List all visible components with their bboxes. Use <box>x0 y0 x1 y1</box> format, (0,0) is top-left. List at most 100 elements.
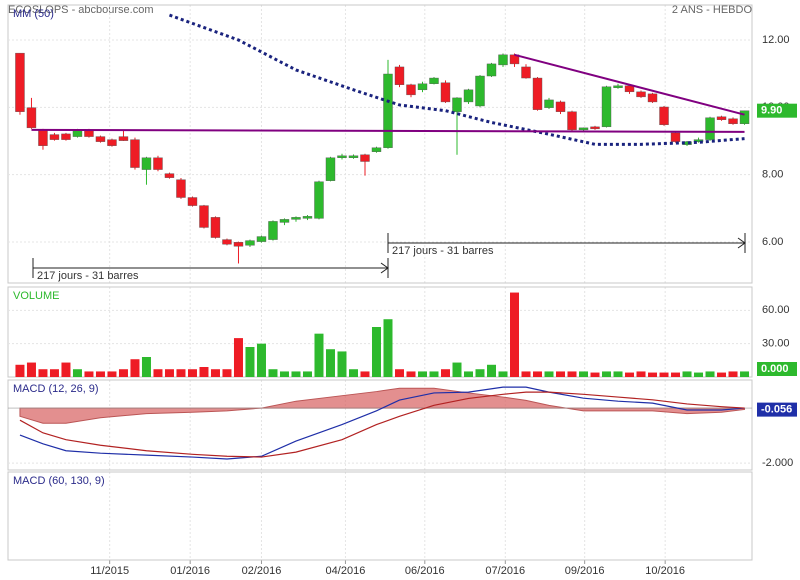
volume-bar <box>38 369 48 377</box>
volume-bar <box>648 372 658 377</box>
annotation-arrow <box>380 262 389 274</box>
candle-body <box>371 147 382 152</box>
volume-bar <box>84 371 94 377</box>
volume-bar <box>625 372 635 377</box>
volume-bar <box>613 371 623 377</box>
volume-bar <box>210 369 220 377</box>
candle-body <box>463 89 474 103</box>
panel-title: MACD (12, 26, 9) <box>13 383 99 395</box>
candle-body <box>15 52 25 112</box>
y-tick-label: 6.00 <box>762 236 783 248</box>
volume-bar <box>510 292 520 377</box>
candle-body <box>268 221 278 240</box>
candle-body <box>210 217 221 238</box>
x-tick-label: 10/2016 <box>645 565 685 577</box>
volume-bar <box>417 371 427 377</box>
volume-bar <box>360 371 370 377</box>
value-tag-label: 0.000 <box>761 363 789 375</box>
volume-bar <box>130 359 140 377</box>
volume-bar <box>153 369 163 377</box>
candle-body <box>544 99 554 108</box>
volume-bar <box>199 367 209 377</box>
candle-body <box>739 110 750 125</box>
volume-bar <box>348 369 358 377</box>
candle-body <box>532 77 543 110</box>
y-tick-label: -2.000 <box>762 457 793 469</box>
volume-bar <box>141 357 151 377</box>
candle-body <box>705 117 715 140</box>
volume-bar <box>694 372 704 377</box>
candle-body <box>302 216 313 219</box>
candle-body <box>314 181 324 219</box>
volume-bar <box>72 369 82 377</box>
volume-bar <box>452 362 462 377</box>
volume-bar <box>394 369 404 377</box>
volume-bar <box>26 362 36 377</box>
volume-bar <box>256 343 266 377</box>
volume-bar <box>61 362 71 377</box>
candle-body <box>521 66 531 79</box>
volume-bar <box>406 371 416 377</box>
x-tick-label: 06/2016 <box>405 565 445 577</box>
candle-body <box>693 139 704 142</box>
volume-bar <box>291 371 301 377</box>
candle-body <box>417 83 428 91</box>
candle-body <box>486 63 497 77</box>
volume-bar <box>544 371 554 377</box>
candle-body <box>233 242 244 247</box>
candle-body <box>291 217 301 220</box>
panel-title: VOLUME <box>13 290 59 302</box>
candle-body <box>601 86 612 128</box>
macd-histogram <box>19 387 746 424</box>
volume-bar <box>268 369 278 377</box>
volume-bar <box>118 369 128 377</box>
value-tag-label: -0.056 <box>761 404 792 416</box>
panel-frame <box>7 471 753 561</box>
value-tag-label: 9.90 <box>761 105 782 117</box>
volume-bar <box>371 327 381 377</box>
volume-bar <box>164 369 174 377</box>
candle-body <box>279 219 290 223</box>
macd-line <box>19 386 745 460</box>
y-tick-label: 30.00 <box>762 338 790 350</box>
volume-bar <box>222 369 232 377</box>
candle-body <box>245 240 255 246</box>
volume-bar <box>590 372 600 377</box>
volume-bar <box>533 371 543 377</box>
candle-body <box>337 155 347 158</box>
candle-body <box>555 101 566 112</box>
trend-line <box>514 53 745 116</box>
candle-body <box>647 93 658 103</box>
volume-bar <box>728 371 738 377</box>
x-tick-label: 11/2015 <box>90 565 129 577</box>
volume-bar <box>429 371 439 377</box>
volume-bar <box>671 372 681 377</box>
volume-bar <box>682 371 692 377</box>
candle-body <box>590 126 600 130</box>
volume-bar <box>740 371 750 377</box>
candle-body <box>670 132 681 142</box>
volume-bar <box>602 371 612 377</box>
candle-body <box>325 157 336 181</box>
candle-body <box>176 179 186 198</box>
volume-bar <box>325 349 335 377</box>
panel-title: MM (50) <box>13 8 54 20</box>
volume-bar <box>233 338 243 377</box>
candle-body <box>394 66 405 85</box>
volume-bar <box>245 347 255 377</box>
candle-body <box>475 75 485 107</box>
candle-body <box>26 107 37 129</box>
candle-body <box>118 136 129 141</box>
volume-bar <box>302 371 312 377</box>
candle-body <box>95 136 106 142</box>
x-tick-label: 01/2016 <box>170 565 210 577</box>
volume-bar <box>498 371 508 377</box>
volume-bar <box>464 371 474 377</box>
candle-body <box>452 97 462 112</box>
y-tick-label: 60.00 <box>762 304 790 316</box>
candle-body <box>107 139 117 146</box>
value-tag <box>757 103 797 118</box>
volume-bar <box>705 371 715 377</box>
candle-body <box>49 134 60 140</box>
